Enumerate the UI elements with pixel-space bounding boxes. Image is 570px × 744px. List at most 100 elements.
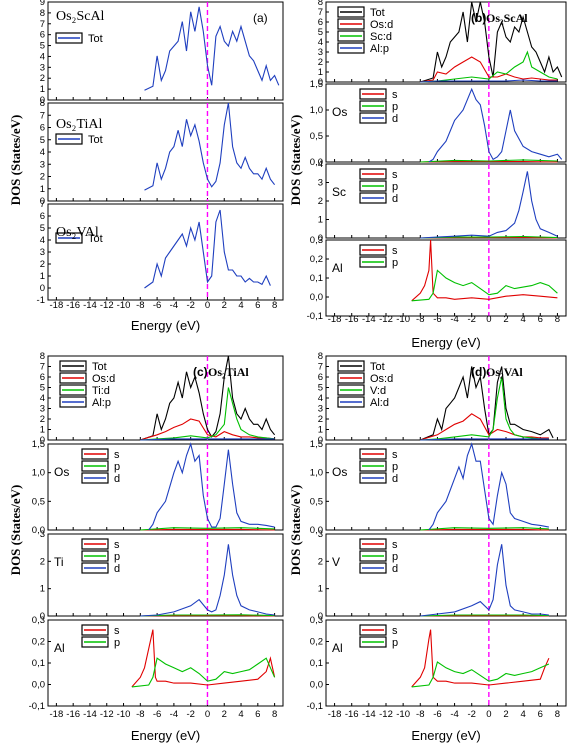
y-tick-label: 5 (40, 135, 45, 146)
legend-label: s (392, 625, 398, 637)
y-tick-label: -0,1 (307, 701, 323, 712)
series-line-p (140, 614, 275, 617)
y-tick-label: 1,0 (310, 468, 323, 479)
legend-label: p (114, 637, 120, 649)
y-tick-label: 0,0 (310, 292, 323, 303)
y-tick-label: 3 (40, 62, 45, 73)
y-tick-label: 0,3 (310, 615, 323, 626)
x-tick-label: 4 (238, 709, 243, 720)
x-axis-label: Energy (eV) (411, 335, 480, 350)
series-line-tot (144, 6, 280, 91)
y-tick-label: 4 (318, 37, 323, 48)
x-tick-label: -18 (328, 314, 342, 325)
x-tick-label: -2 (186, 709, 194, 720)
x-tick-label: -6 (433, 709, 441, 720)
legend-atom-label: Os (54, 465, 69, 479)
x-tick-label: -8 (416, 314, 424, 325)
legend-box (55, 232, 83, 244)
y-tick-label: 0 (318, 233, 323, 244)
x-tick-label: -8 (136, 300, 144, 311)
y-tick-label: 8 (40, 8, 45, 19)
y-tick-label: 6 (40, 211, 45, 222)
x-tick-label: -14 (362, 709, 376, 720)
y-axis-label: DOS (States/eV) (288, 115, 303, 206)
y-tick-label: 7 (40, 362, 45, 373)
legend-label: d (392, 473, 398, 485)
series-line-sc-d (420, 50, 558, 83)
compound-title: Os₂ScAl (486, 11, 528, 25)
y-tick-label: 0 (40, 435, 45, 446)
plot-frame (325, 619, 567, 707)
legend-box (337, 6, 365, 18)
y-tick-label: 2 (318, 57, 323, 68)
compound-label: Os₂ScAl (56, 9, 105, 24)
x-tick-label: 8 (272, 300, 277, 311)
legend-box (359, 256, 387, 268)
legend-box (337, 18, 365, 30)
y-tick-label: 4 (318, 159, 323, 170)
y-tick-label: 0,0 (310, 680, 323, 691)
legend-label: Os:d (370, 373, 393, 385)
x-tick-label: -10 (117, 300, 131, 311)
x-axis-label: Energy (eV) (131, 728, 200, 743)
y-tick-label: 8 (40, 351, 45, 362)
series-line-p (411, 269, 558, 302)
series-line-tot (420, 366, 554, 441)
series-line-tot (420, 1, 563, 83)
y-axis-label: DOS (States/eV) (288, 485, 303, 576)
x-axis-label: Energy (eV) (131, 318, 200, 333)
y-tick-label: 0,5 (310, 131, 323, 142)
y-tick-label: 2 (40, 172, 45, 183)
legend-box (81, 472, 109, 484)
series-line-al-d (420, 438, 549, 441)
y-tick-label: 0,5 (32, 496, 45, 507)
x-tick-label: -12 (379, 314, 393, 325)
plot-frame (47, 619, 284, 707)
x-tick-label: 4 (238, 300, 243, 311)
series-line-p (420, 527, 549, 531)
legend-label: p (392, 461, 398, 473)
series-line-d (140, 544, 275, 617)
x-tick-label: -18 (50, 709, 64, 720)
chart-panel-d: DOS (States/eV)012345678TotOs:dV:dAl:d0,… (288, 351, 567, 743)
x-tick-label: -16 (66, 709, 80, 720)
y-tick-label: 3 (318, 178, 323, 189)
legend-box (359, 472, 387, 484)
panel-label: (c) (193, 365, 208, 379)
legend-box (359, 550, 387, 562)
y-tick-label: 0 (40, 196, 45, 207)
legend: Tot (55, 32, 103, 45)
legend-box (359, 244, 387, 256)
y-tick-label: 7 (40, 199, 45, 210)
y-tick-label: 1,5 (310, 79, 323, 90)
x-tick-label: -18 (50, 300, 64, 311)
y-tick-label: 0,0 (310, 525, 323, 536)
series-line-ti-d (140, 387, 275, 441)
legend-label: Os:d (92, 373, 115, 385)
y-tick-label: 1 (40, 425, 45, 436)
legend-box (359, 88, 387, 100)
y-tick-label: 5 (318, 27, 323, 38)
x-tick-label: 6 (538, 314, 543, 325)
series-line-v-d (420, 376, 549, 441)
legend-box (359, 100, 387, 112)
subplot: -0,1 0,0 0,1 0,2 0,3 Al sp (307, 235, 567, 322)
x-tick-label: 2 (503, 709, 508, 720)
y-tick-label: 6 (40, 30, 45, 41)
series-line-os-d (420, 56, 558, 83)
series-line-p (420, 159, 558, 163)
legend-box (359, 624, 387, 636)
y-tick-label: 0,1 (310, 273, 323, 284)
legend-label: s (114, 449, 120, 461)
x-tick-label: -18 (328, 709, 342, 720)
legend-label: Tot (370, 361, 385, 373)
legend: Sc spd (332, 168, 398, 205)
plot-frame (47, 203, 284, 301)
subplot: 0,0 0,5 1,0 1,5 Os spd (310, 79, 567, 168)
x-tick-label: -14 (83, 300, 97, 311)
y-tick-label: 7 (40, 19, 45, 30)
